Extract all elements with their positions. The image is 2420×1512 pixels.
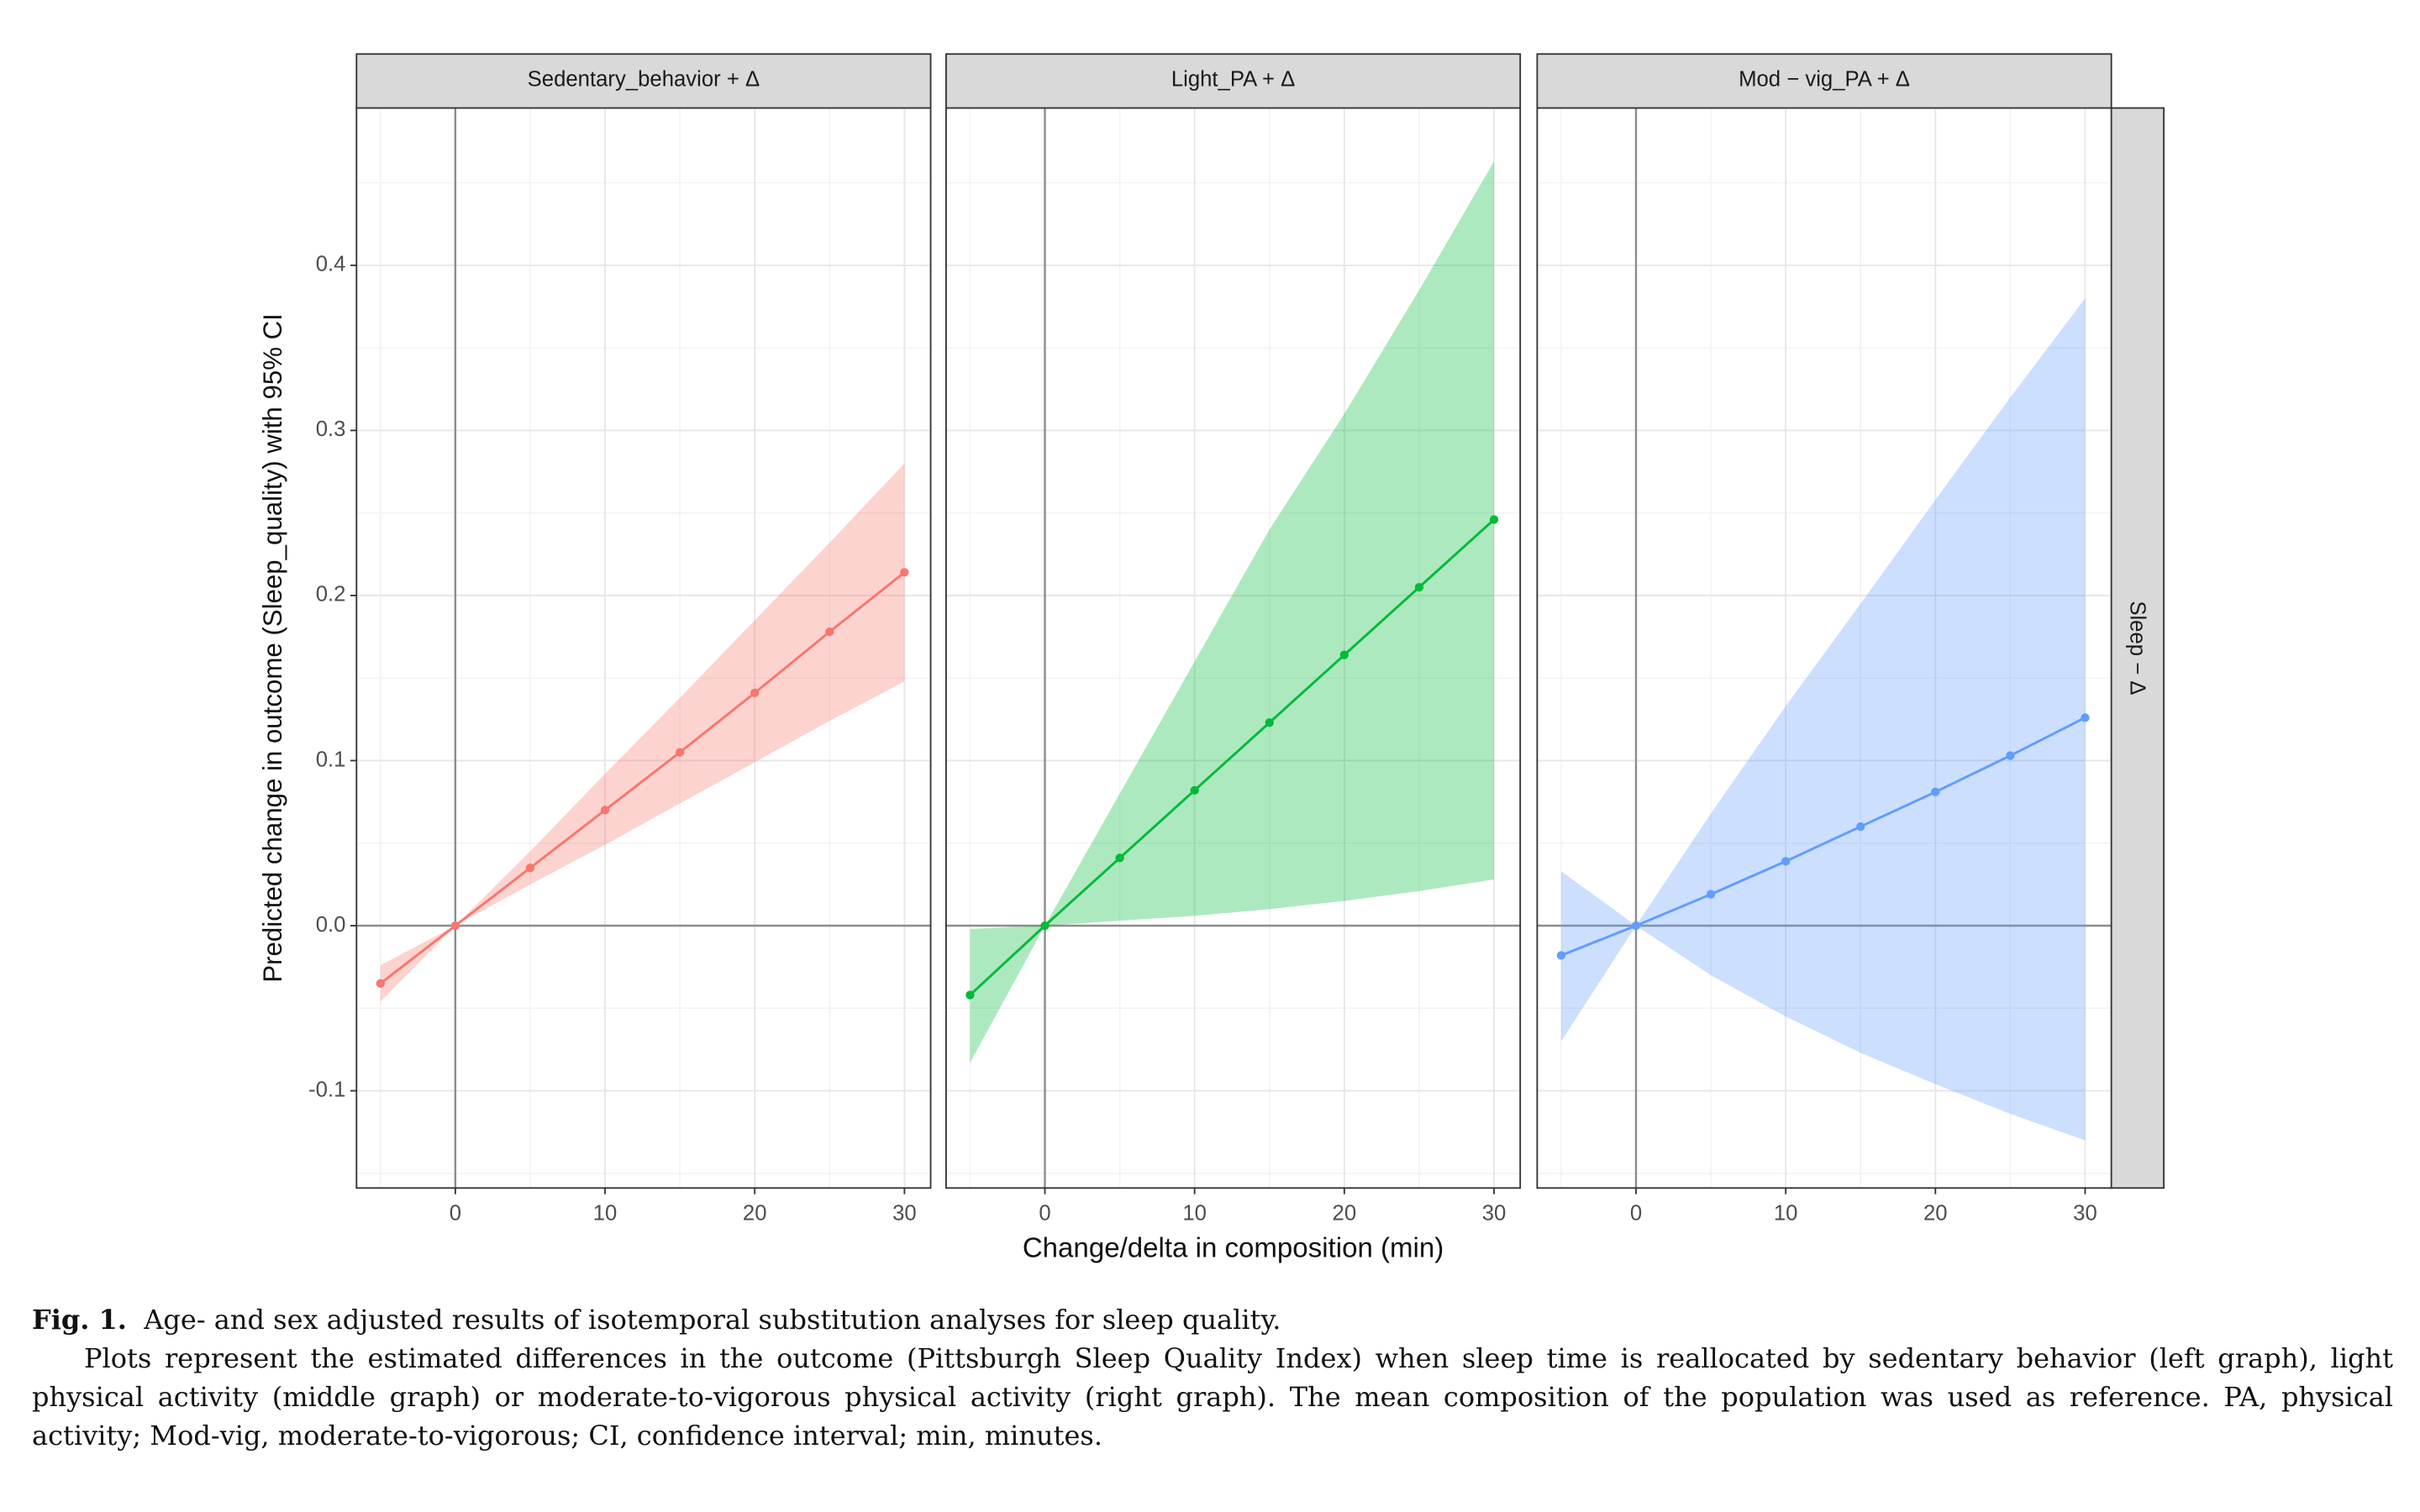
line bbox=[1560, 717, 2086, 957]
caption-text: Plots represent the estimated difference… bbox=[32, 1342, 2393, 1452]
ci-band bbox=[380, 463, 905, 1002]
facet-strip-label: Light_PA + Δ bbox=[1171, 67, 1295, 91]
line bbox=[379, 571, 906, 984]
x-tick-label: 30 bbox=[892, 1201, 917, 1225]
x-tick-label: 30 bbox=[1482, 1201, 1507, 1225]
y-tick-label: 0.2 bbox=[316, 583, 346, 606]
facet-strip-label: Sedentary_behavior + Δ bbox=[528, 67, 760, 91]
facet-strip-label: Mod − vig_PA + Δ bbox=[1739, 67, 1910, 91]
point bbox=[965, 990, 975, 1000]
facet-strip bbox=[1536, 53, 2112, 109]
x-tick-label: 20 bbox=[1923, 1201, 1948, 1225]
point bbox=[1631, 921, 1641, 931]
point bbox=[675, 748, 685, 757]
x-tick-label: 10 bbox=[1182, 1201, 1207, 1225]
point bbox=[1706, 890, 1716, 899]
point bbox=[1115, 853, 1124, 863]
y-tick-label: 0.3 bbox=[316, 417, 346, 441]
point bbox=[1556, 951, 1566, 960]
point bbox=[1856, 822, 1865, 832]
caption-label: Fig. 1. bbox=[32, 1304, 127, 1336]
point bbox=[1040, 921, 1050, 931]
point bbox=[1265, 718, 1274, 727]
x-tick-label: 0 bbox=[450, 1201, 461, 1225]
x-axis-label: Change/delta in composition (min) bbox=[1023, 1232, 1444, 1263]
caption: Fig. 1. Age- and sex adjusted results of… bbox=[32, 1300, 2393, 1455]
x-tick-label: 0 bbox=[1630, 1201, 1642, 1225]
ci-band bbox=[1560, 298, 2086, 1141]
point bbox=[600, 806, 610, 815]
point bbox=[2081, 713, 2090, 722]
caption-title: Age- and sex adjusted results of isotemp… bbox=[144, 1304, 1281, 1336]
point bbox=[450, 921, 460, 931]
x-tick-label: 20 bbox=[1333, 1201, 1357, 1225]
point bbox=[1931, 787, 1940, 796]
point bbox=[900, 568, 909, 577]
point bbox=[525, 864, 535, 873]
x-tick-label: 10 bbox=[593, 1201, 618, 1225]
y-tick-label: 0.1 bbox=[316, 748, 346, 771]
y-tick-label: 0.4 bbox=[316, 253, 346, 276]
x-tick-label: 0 bbox=[1039, 1201, 1050, 1225]
line bbox=[969, 518, 1495, 996]
x-tick-label: 30 bbox=[2073, 1201, 2097, 1225]
point bbox=[2006, 751, 2015, 760]
y-tick-label: 0.0 bbox=[316, 913, 346, 937]
row-strip-label: Sleep − Δ bbox=[2125, 601, 2149, 695]
y-tick-label: -0.1 bbox=[308, 1078, 345, 1101]
point bbox=[750, 688, 760, 698]
point bbox=[376, 979, 385, 988]
point bbox=[1190, 785, 1199, 795]
facet-strip bbox=[945, 53, 1522, 109]
y-axis-label: Predicted change in outcome (Sleep_quali… bbox=[258, 313, 287, 983]
row-strip bbox=[2108, 107, 2165, 1189]
point bbox=[825, 627, 834, 637]
point bbox=[1339, 650, 1349, 659]
point bbox=[1781, 857, 1791, 866]
point bbox=[1489, 515, 1499, 524]
x-tick-label: 10 bbox=[1774, 1201, 1798, 1225]
facet-strip bbox=[355, 53, 932, 109]
x-tick-label: 20 bbox=[743, 1201, 767, 1225]
ci-band bbox=[970, 161, 1495, 1063]
point bbox=[1414, 582, 1424, 592]
